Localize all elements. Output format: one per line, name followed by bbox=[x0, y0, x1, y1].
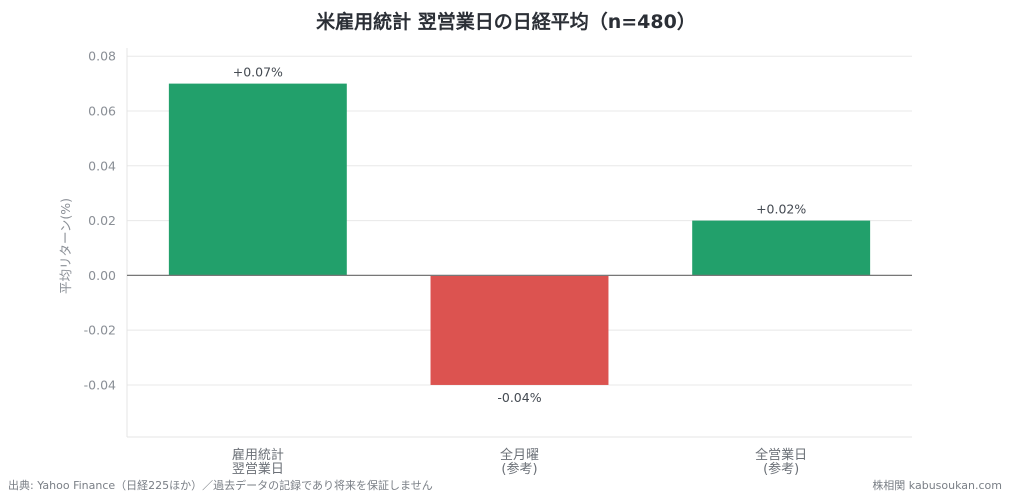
y-tick-label: 0.00 bbox=[88, 268, 116, 283]
source-note: 出典: Yahoo Finance（日経225ほか）／過去データの記録であり将来… bbox=[8, 479, 433, 492]
x-tick-label: (参考) bbox=[501, 461, 537, 477]
chart-title: 米雇用統計 翌営業日の日経平均（n=480） bbox=[316, 10, 696, 33]
y-tick-label: -0.04 bbox=[84, 377, 116, 392]
y-tick-label: 0.06 bbox=[88, 104, 116, 119]
y-tick-label: -0.02 bbox=[84, 323, 116, 338]
y-tick-label: 0.04 bbox=[88, 158, 116, 173]
x-tick-label: 全月曜 bbox=[500, 447, 539, 463]
data-label: +0.07% bbox=[233, 65, 283, 80]
data-label: +0.02% bbox=[756, 202, 806, 217]
data-label: -0.04% bbox=[497, 390, 541, 405]
site-credit: 株相関 kabusoukan.com bbox=[872, 479, 1002, 492]
x-tick-label: (参考) bbox=[763, 461, 799, 477]
bar bbox=[168, 83, 347, 276]
x-tick-label: 翌営業日 bbox=[232, 461, 284, 477]
data-labels: +0.07% -0.04% +0.02% bbox=[233, 65, 807, 405]
y-axis-ticks: 0.08 0.06 0.04 0.02 0.00 -0.02 -0.04 bbox=[84, 49, 116, 393]
y-tick-label: 0.08 bbox=[88, 49, 116, 64]
x-tick-label: 全営業日 bbox=[755, 447, 807, 463]
y-axis-label: 平均リターン(%) bbox=[58, 198, 73, 294]
y-tick-label: 0.02 bbox=[88, 213, 116, 228]
bar bbox=[692, 220, 871, 276]
bars bbox=[127, 83, 912, 385]
bar bbox=[430, 275, 609, 385]
x-tick-label: 雇用統計 bbox=[232, 447, 284, 463]
